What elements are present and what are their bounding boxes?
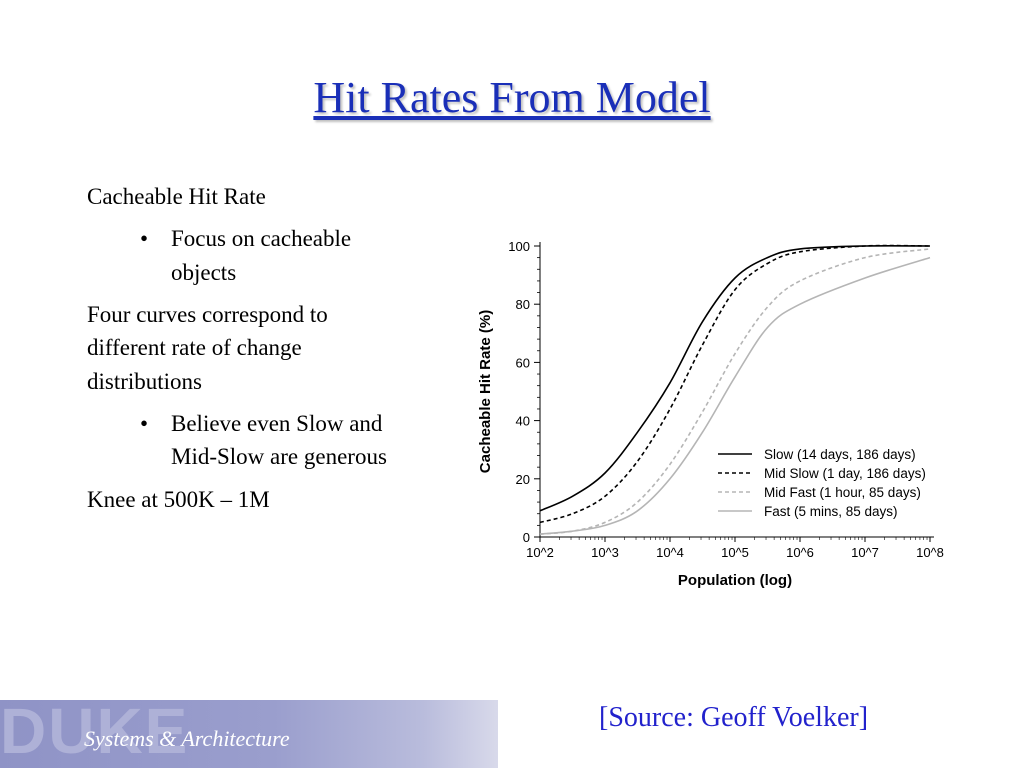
legend-label-2: Mid Fast (1 hour, 85 days) bbox=[764, 485, 921, 500]
y-tick-label: 20 bbox=[516, 472, 530, 487]
source-citation: [Source: Geoff Voelker] bbox=[599, 702, 869, 733]
y-axis-label: Cacheable Hit Rate (%) bbox=[477, 310, 494, 473]
body-item-four-curves: Four curves correspond to different rate… bbox=[87, 302, 328, 394]
x-tick-label: 10^8 bbox=[916, 545, 944, 560]
bullet-glyph: • bbox=[140, 226, 149, 252]
y-tick-label: 40 bbox=[516, 414, 530, 429]
sub-list-2: • Believe even Slow and Mid-Slow are gen… bbox=[87, 407, 407, 474]
x-tick-label: 10^5 bbox=[721, 545, 749, 560]
y-tick-label: 60 bbox=[516, 355, 530, 370]
body-item-knee: Knee at 500K – 1M bbox=[87, 486, 270, 512]
slide-title: Hit Rates From Model bbox=[313, 73, 711, 122]
series-line-2 bbox=[539, 248, 931, 535]
legend-label-0: Slow (14 days, 186 days) bbox=[764, 447, 916, 462]
footer-band: DUKE Systems & Architecture bbox=[0, 700, 498, 768]
x-tick-label: 10^6 bbox=[786, 545, 814, 560]
x-tick-label: 10^7 bbox=[851, 545, 879, 560]
x-tick-label: 10^2 bbox=[526, 545, 554, 560]
body-item-cacheable: Cacheable Hit Rate bbox=[87, 184, 266, 209]
slide-body: Cacheable Hit Rate • Focus on cacheable … bbox=[87, 180, 407, 525]
duke-watermark-logo: DUKE bbox=[0, 700, 190, 767]
y-tick-label: 80 bbox=[516, 297, 530, 312]
series-line-3 bbox=[539, 256, 931, 535]
sub-item-generous: • Believe even Slow and Mid-Slow are gen… bbox=[87, 407, 407, 474]
series-line-1 bbox=[539, 244, 931, 524]
series-line-0 bbox=[539, 244, 931, 512]
footer-label: Systems & Architecture bbox=[84, 726, 290, 751]
bullet-glyph: • bbox=[140, 411, 149, 437]
legend-label-3: Fast (5 mins, 85 days) bbox=[764, 504, 898, 519]
sub-list-1: • Focus on cacheable objects bbox=[87, 222, 407, 289]
y-tick-label: 100 bbox=[508, 239, 530, 254]
sub-item-focus: • Focus on cacheable objects bbox=[87, 222, 407, 289]
x-tick-label: 10^4 bbox=[656, 545, 684, 560]
sub-item-focus-text: Focus on cacheable objects bbox=[171, 226, 352, 285]
legend-label-1: Mid Slow (1 day, 186 days) bbox=[764, 466, 926, 481]
sub-item-generous-text: Believe even Slow and Mid-Slow are gener… bbox=[171, 411, 387, 470]
x-tick-label: 10^3 bbox=[591, 545, 619, 560]
x-axis-label: Population (log) bbox=[678, 572, 792, 589]
y-tick-label: 0 bbox=[523, 530, 530, 545]
hit-rate-chart: 0 20 40 60 80 100 10^2 10^3 10^4 10^5 10^6 10^7 10^8… bbox=[477, 239, 944, 589]
